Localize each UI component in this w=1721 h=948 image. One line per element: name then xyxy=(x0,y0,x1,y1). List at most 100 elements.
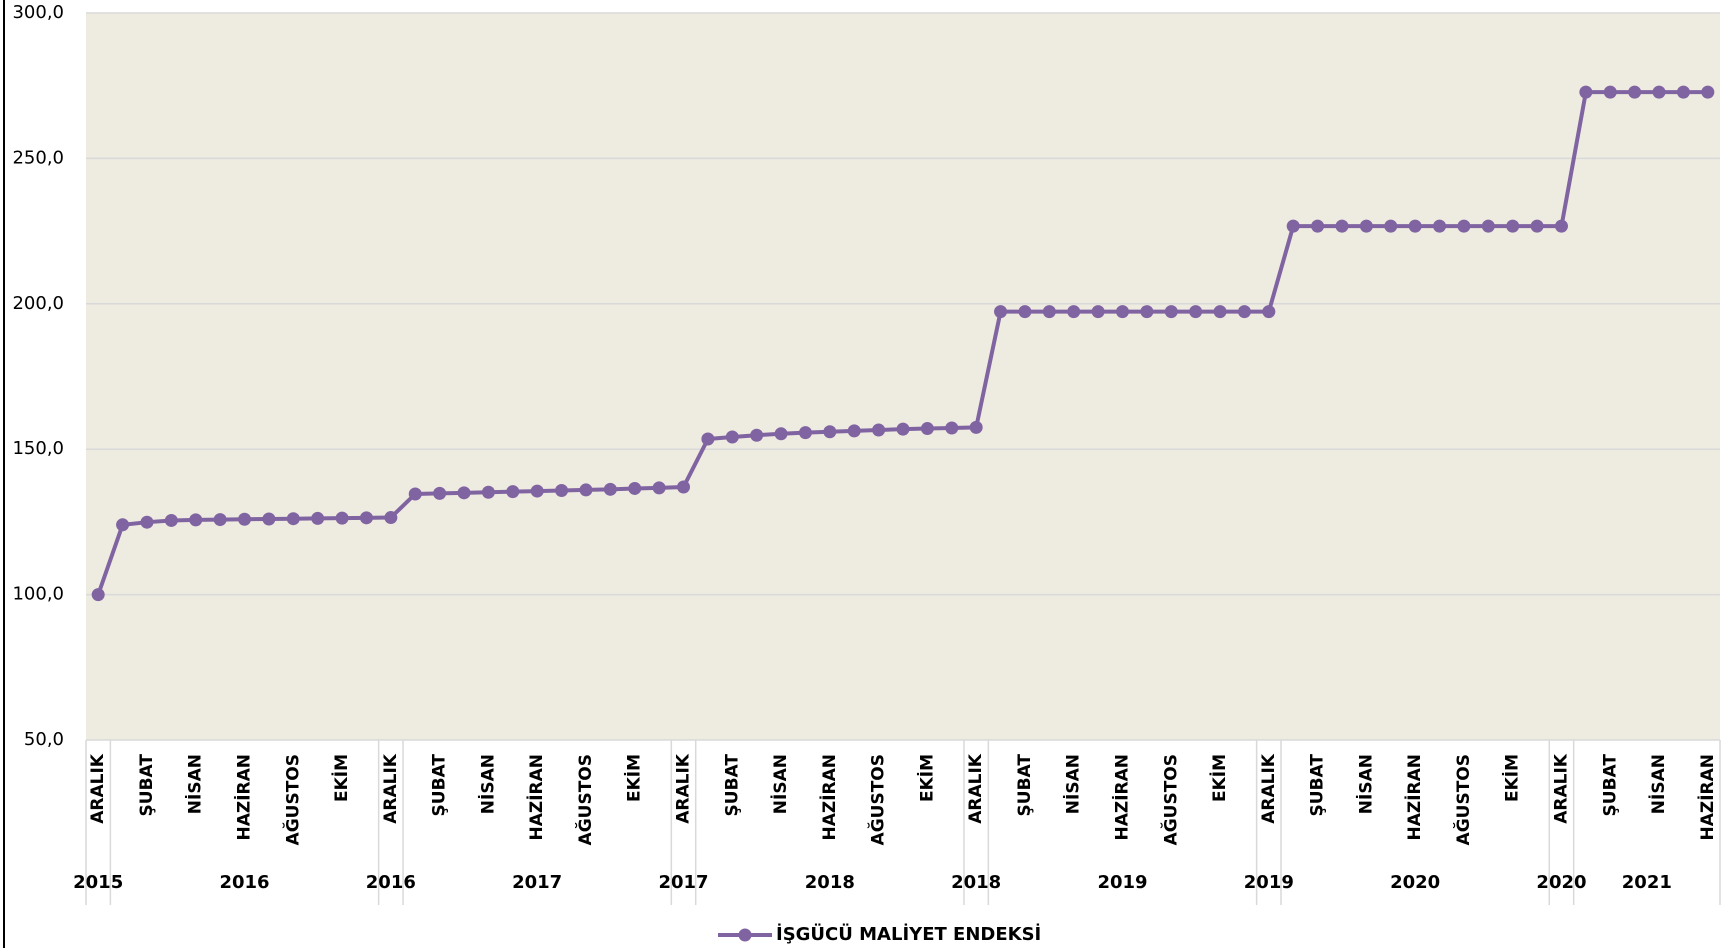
x-tick-label: ARALIK xyxy=(674,753,694,824)
x-tick-label: AĞUSTOS xyxy=(1159,754,1181,845)
plot-area xyxy=(86,13,1720,740)
data-point xyxy=(920,422,934,436)
x-tick-label: AĞUSTOS xyxy=(1452,754,1474,845)
data-point xyxy=(1506,219,1520,233)
data-point xyxy=(506,485,520,499)
data-point xyxy=(603,482,617,496)
x-tick-label: ŞUBAT xyxy=(1308,754,1328,817)
data-point xyxy=(1140,305,1154,319)
data-point xyxy=(555,483,569,497)
x-tick-label: AĞUSTOS xyxy=(574,754,596,845)
x-tick-label: ŞUBAT xyxy=(1600,754,1620,817)
data-point xyxy=(1164,305,1178,319)
data-point xyxy=(847,424,861,438)
data-point xyxy=(1115,305,1129,319)
x-tick-label: AĞUSTOS xyxy=(867,754,889,845)
data-point xyxy=(286,512,300,526)
data-point xyxy=(701,432,715,446)
data-point xyxy=(1286,219,1300,233)
data-point xyxy=(359,511,373,525)
data-point xyxy=(1701,85,1715,99)
x-tick-label: ARALIK xyxy=(1551,753,1571,824)
x-tick-label: NİSAN xyxy=(1647,754,1669,814)
x-group-label: 2018 xyxy=(951,872,1001,893)
data-point xyxy=(1457,219,1471,233)
data-point xyxy=(1603,85,1617,99)
x-group-label: 2016 xyxy=(366,872,416,893)
data-point xyxy=(1530,219,1544,233)
data-point xyxy=(1408,219,1422,233)
x-tick-label: NİSAN xyxy=(476,754,498,814)
x-tick-label: HAZİRAN xyxy=(1696,754,1718,841)
x-group-label: 2021 xyxy=(1622,872,1672,893)
data-point xyxy=(1262,305,1276,319)
data-point xyxy=(408,487,422,501)
data-point xyxy=(652,481,666,495)
data-point xyxy=(1018,305,1032,319)
y-tick-label: 150,0 xyxy=(12,438,64,459)
x-tick-label: EKİM xyxy=(330,754,352,802)
y-tick-label: 200,0 xyxy=(12,293,64,314)
data-point xyxy=(311,511,325,525)
data-point xyxy=(750,428,764,442)
y-tick-label: 250,0 xyxy=(12,147,64,168)
x-group-label: 2019 xyxy=(1244,872,1294,893)
data-point xyxy=(774,427,788,441)
data-point xyxy=(457,486,471,500)
data-point xyxy=(1676,85,1690,99)
data-point xyxy=(1579,85,1593,99)
data-point xyxy=(1067,305,1081,319)
data-point xyxy=(384,511,398,525)
data-point xyxy=(969,420,983,434)
x-group-label: 2020 xyxy=(1536,872,1586,893)
data-point xyxy=(213,513,227,527)
x-tick-label: ŞUBAT xyxy=(137,754,157,817)
x-group-label: 2017 xyxy=(658,872,708,893)
data-point xyxy=(798,426,812,440)
data-point xyxy=(1481,219,1495,233)
data-point xyxy=(91,588,105,602)
data-point xyxy=(1091,305,1105,319)
data-point xyxy=(481,485,495,499)
x-tick-label: ARALIK xyxy=(381,753,401,824)
data-point xyxy=(189,513,203,527)
x-tick-label: NİSAN xyxy=(1354,754,1376,814)
x-tick-label: ŞUBAT xyxy=(722,754,742,817)
x-group-label: 2016 xyxy=(219,872,269,893)
data-point xyxy=(1311,219,1325,233)
x-tick-label: HAZİRAN xyxy=(525,754,547,841)
data-point xyxy=(896,422,910,436)
data-point xyxy=(262,512,276,526)
legend-label: İŞGÜCÜ MALİYET ENDEKSİ xyxy=(776,923,1041,945)
data-point xyxy=(335,511,349,525)
data-point xyxy=(433,486,447,500)
x-group-label: 2019 xyxy=(1097,872,1147,893)
data-point xyxy=(1213,305,1227,319)
data-point xyxy=(994,305,1008,319)
x-tick-label: EKİM xyxy=(1501,754,1523,802)
x-tick-label: HAZİRAN xyxy=(1110,754,1132,841)
x-tick-label: EKİM xyxy=(623,754,645,802)
data-point xyxy=(116,518,130,532)
data-point xyxy=(238,512,252,526)
data-point xyxy=(530,484,544,498)
data-point xyxy=(164,513,178,527)
data-point xyxy=(1359,219,1373,233)
data-point xyxy=(725,430,739,444)
data-point xyxy=(1042,305,1056,319)
x-tick-label: ARALIK xyxy=(966,753,986,824)
x-group-label: 2020 xyxy=(1390,872,1440,893)
data-point xyxy=(823,425,837,439)
x-tick-label: ARALIK xyxy=(1259,753,1279,824)
x-group-label: 2018 xyxy=(805,872,855,893)
data-point xyxy=(628,481,642,495)
x-tick-label: ARALIK xyxy=(88,753,108,824)
x-tick-label: NİSAN xyxy=(769,754,791,814)
x-tick-label: ŞUBAT xyxy=(1015,754,1035,817)
data-point xyxy=(1433,219,1447,233)
data-point xyxy=(1554,219,1568,233)
legend-marker xyxy=(738,928,752,942)
x-tick-label: NİSAN xyxy=(184,754,206,814)
x-tick-label: HAZİRAN xyxy=(1403,754,1425,841)
